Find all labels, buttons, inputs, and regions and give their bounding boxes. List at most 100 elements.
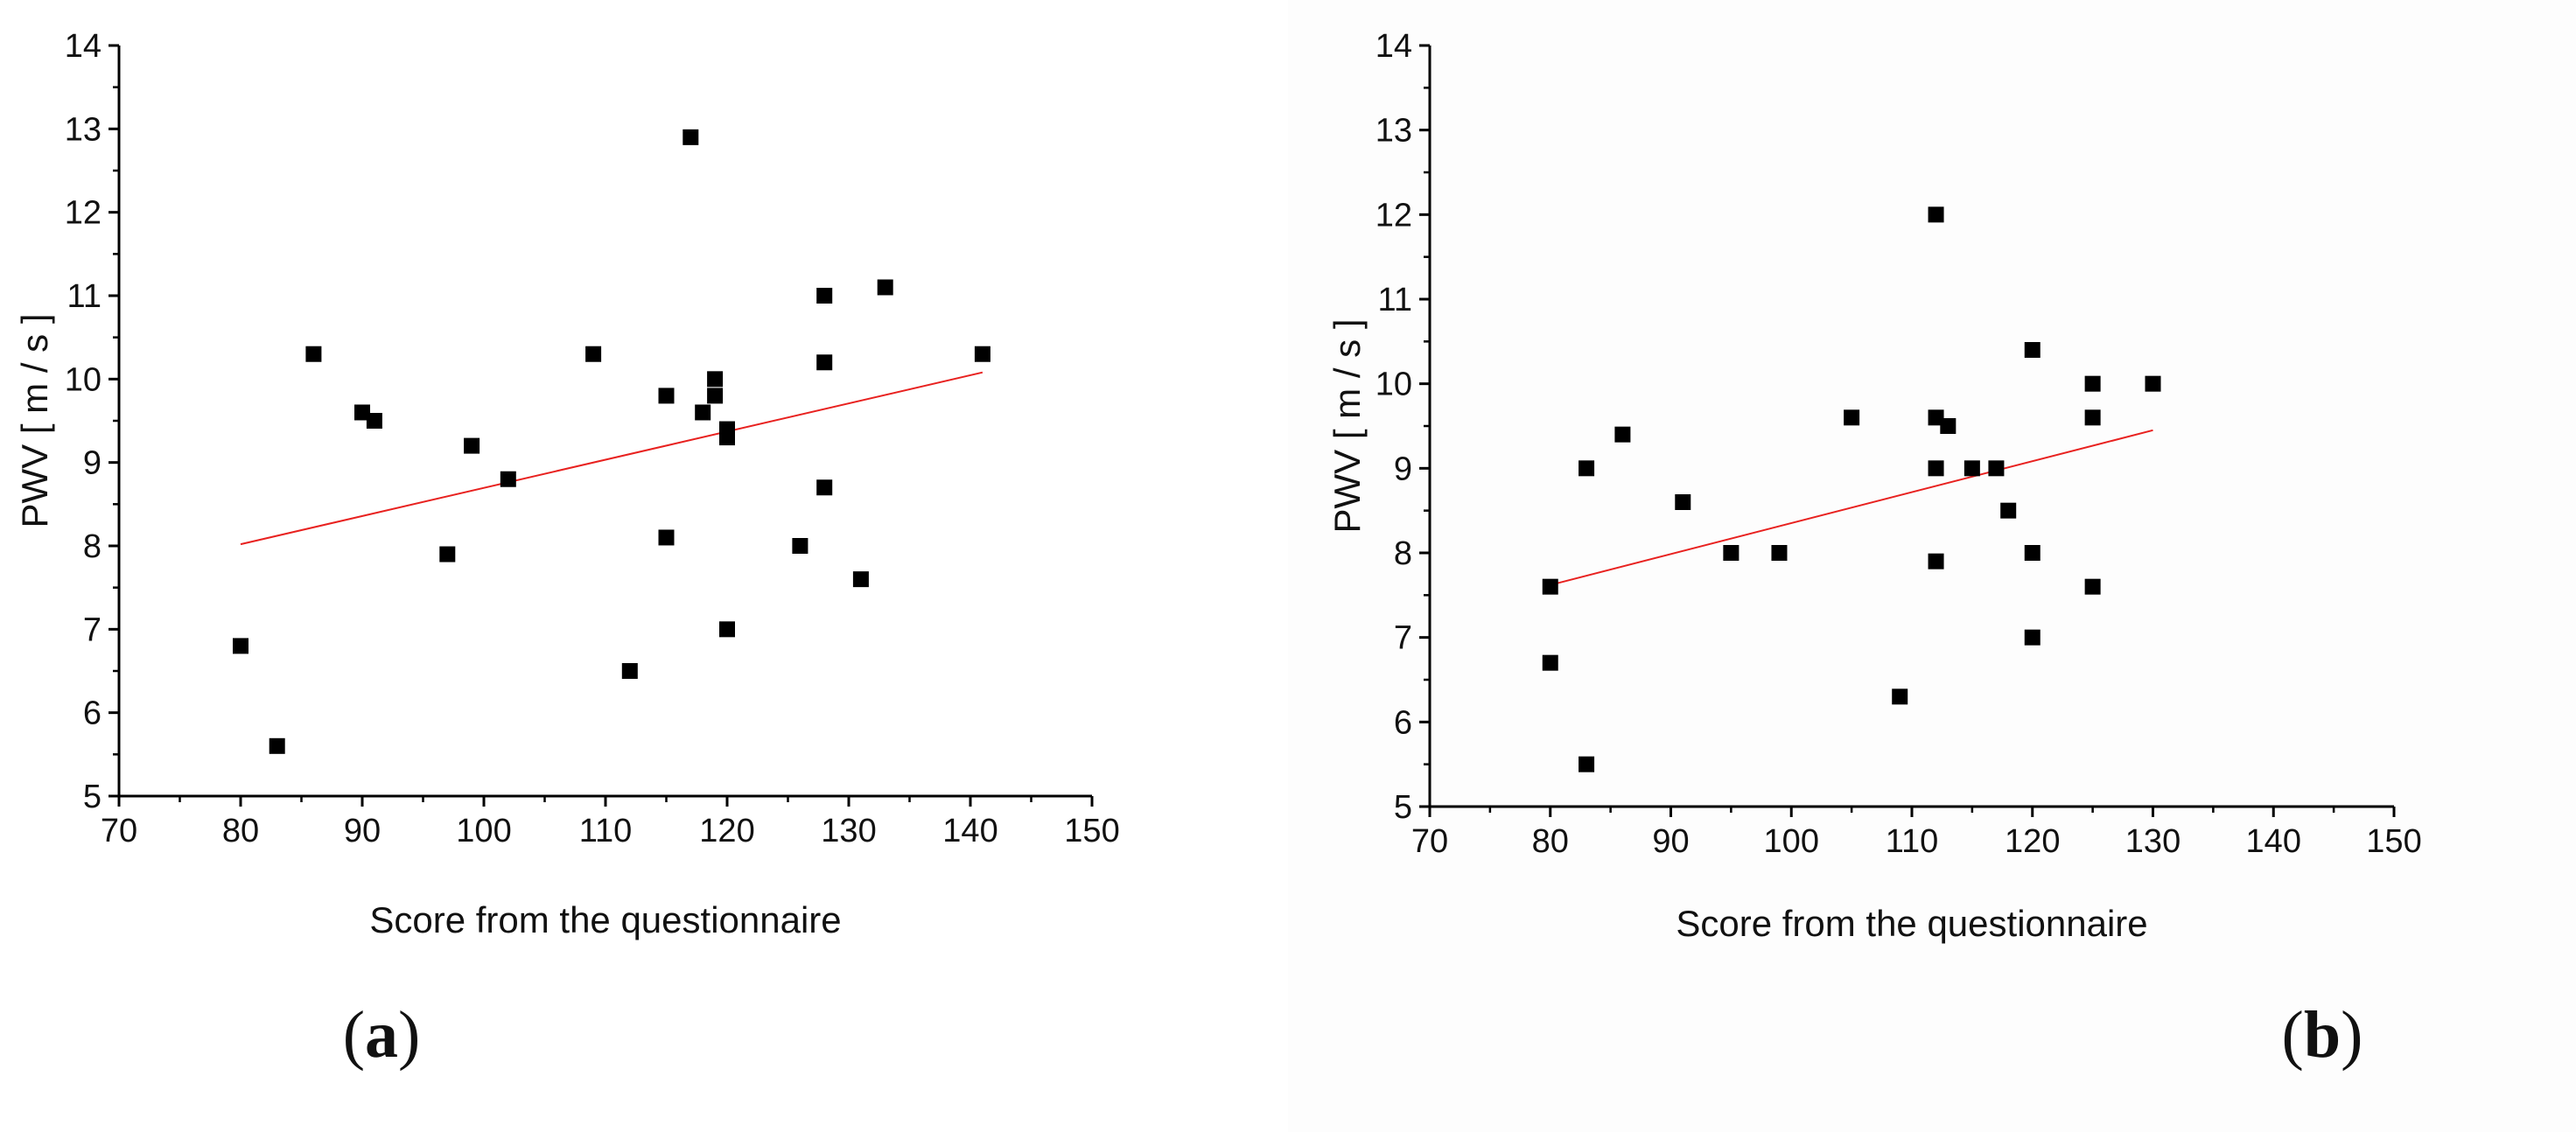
data-point (1578, 756, 1595, 772)
y-axis-title: PWV [ m / s ] (1326, 318, 1368, 533)
x-tick-label: 140 (2246, 823, 2301, 860)
data-point (464, 437, 480, 454)
x-tick-label: 80 (222, 813, 259, 849)
data-point (816, 354, 833, 371)
data-point (707, 371, 724, 388)
y-tick-label: 11 (1378, 282, 1412, 318)
x-axis-title: Score from the questionnaire (1676, 903, 2147, 944)
data-point (682, 129, 699, 145)
data-point (1928, 460, 1944, 477)
data-point (877, 279, 893, 296)
data-point (1892, 688, 1908, 705)
x-tick-label: 130 (821, 813, 876, 849)
data-point (816, 479, 833, 496)
data-point (2024, 629, 2040, 646)
data-point (500, 471, 516, 487)
data-point (1675, 494, 1691, 510)
x-tick-label: 150 (2366, 823, 2421, 860)
data-point (658, 529, 675, 546)
data-point (2084, 375, 2101, 392)
data-point (974, 346, 990, 362)
data-point (658, 388, 675, 404)
data-point (1542, 654, 1558, 671)
data-point (354, 404, 370, 421)
y-tick-label: 7 (83, 611, 102, 648)
y-tick-label: 5 (83, 779, 102, 815)
caption-b-label: b (2303, 998, 2342, 1072)
data-point (852, 571, 869, 588)
y-tick-label: 8 (83, 528, 102, 565)
y-tick-label: 10 (65, 361, 102, 398)
x-tick-label: 130 (2125, 823, 2180, 860)
data-point (2145, 375, 2161, 392)
scatter-chart-b: 70 80 90 100 110 120 130 140 150 5 6 7 8 9 10 11 12 13 14 S… (1326, 28, 2422, 944)
data-point (366, 413, 382, 429)
y-tick-label: 9 (83, 445, 102, 482)
x-tick-label: 100 (456, 813, 511, 849)
y-tick-label: 8 (1394, 535, 1412, 572)
caption-a-label: a (365, 998, 398, 1072)
panel-b: 70 80 90 100 110 120 130 140 150 5 6 7 8 9 10 11 12 13 14 S… (1288, 0, 2576, 1132)
data-point (1928, 409, 1944, 426)
data-point (305, 346, 322, 362)
data-point (269, 737, 285, 754)
data-point (1723, 545, 1740, 561)
caption-b: (b) (2281, 998, 2363, 1072)
data-point (2084, 409, 2101, 426)
data-point (233, 638, 248, 654)
x-tick-label: 70 (1411, 823, 1448, 860)
data-point (1844, 409, 1860, 426)
data-point (719, 621, 735, 638)
x-tick-label: 120 (2005, 823, 2060, 860)
data-point (621, 663, 638, 679)
data-point (2024, 545, 2040, 561)
x-tick-label: 110 (1886, 823, 1939, 860)
y-tick-label: 7 (1394, 620, 1412, 657)
regression-line (240, 371, 984, 546)
y-tick-label: 14 (1376, 28, 1412, 65)
data-point (1542, 578, 1558, 595)
y-tick-label: 11 (67, 278, 102, 315)
y-tick-label: 9 (1394, 451, 1412, 487)
y-tick-label: 13 (1376, 113, 1412, 150)
x-tick-label: 80 (1532, 823, 1569, 860)
caption-a: (a) (342, 998, 421, 1072)
data-point (1614, 426, 1631, 443)
regression-line (1550, 429, 2153, 586)
y-tick-label: 14 (65, 28, 102, 65)
x-tick-label: 90 (1652, 823, 1689, 860)
x-tick-label: 120 (699, 813, 754, 849)
y-tick-label: 12 (65, 195, 102, 232)
y-tick-label: 12 (1376, 197, 1412, 234)
data-point (719, 430, 735, 446)
data-point (1578, 460, 1595, 477)
x-tick-label: 90 (344, 813, 381, 849)
y-tick-label: 10 (1376, 367, 1412, 403)
x-tick-label: 140 (942, 813, 998, 849)
data-point (1928, 553, 1944, 569)
data-point (1928, 206, 1944, 223)
data-point (1940, 418, 1956, 434)
x-tick-label: 110 (579, 813, 633, 849)
data-point (792, 538, 808, 554)
panel-a: 70 80 90 100 110 120 130 140 150 5 6 7 8 9 10 11 12 13 14 S… (14, 28, 1120, 1072)
data-point (1964, 460, 1980, 477)
data-point (1771, 545, 1788, 561)
x-tick-label: 100 (1764, 823, 1819, 860)
y-axis-title: PWV [ m / s ] (14, 313, 55, 528)
x-tick-label: 150 (1064, 813, 1119, 849)
data-point (707, 388, 724, 404)
x-axis-title: Score from the questionnaire (369, 899, 841, 940)
data-point (2000, 502, 2017, 519)
data-point (2024, 342, 2040, 358)
y-tick-label: 13 (65, 111, 102, 148)
data-point (695, 404, 711, 421)
y-tick-label: 6 (1394, 704, 1412, 741)
y-tick-label: 6 (83, 695, 102, 732)
data-point (439, 546, 456, 563)
scatter-chart-a: 70 80 90 100 110 120 130 140 150 5 6 7 8 9 10 11 12 13 14 S… (14, 28, 1120, 940)
data-point (1988, 460, 2005, 477)
data-point (2084, 578, 2101, 595)
data-point (585, 346, 602, 362)
x-tick-label: 70 (101, 813, 137, 849)
